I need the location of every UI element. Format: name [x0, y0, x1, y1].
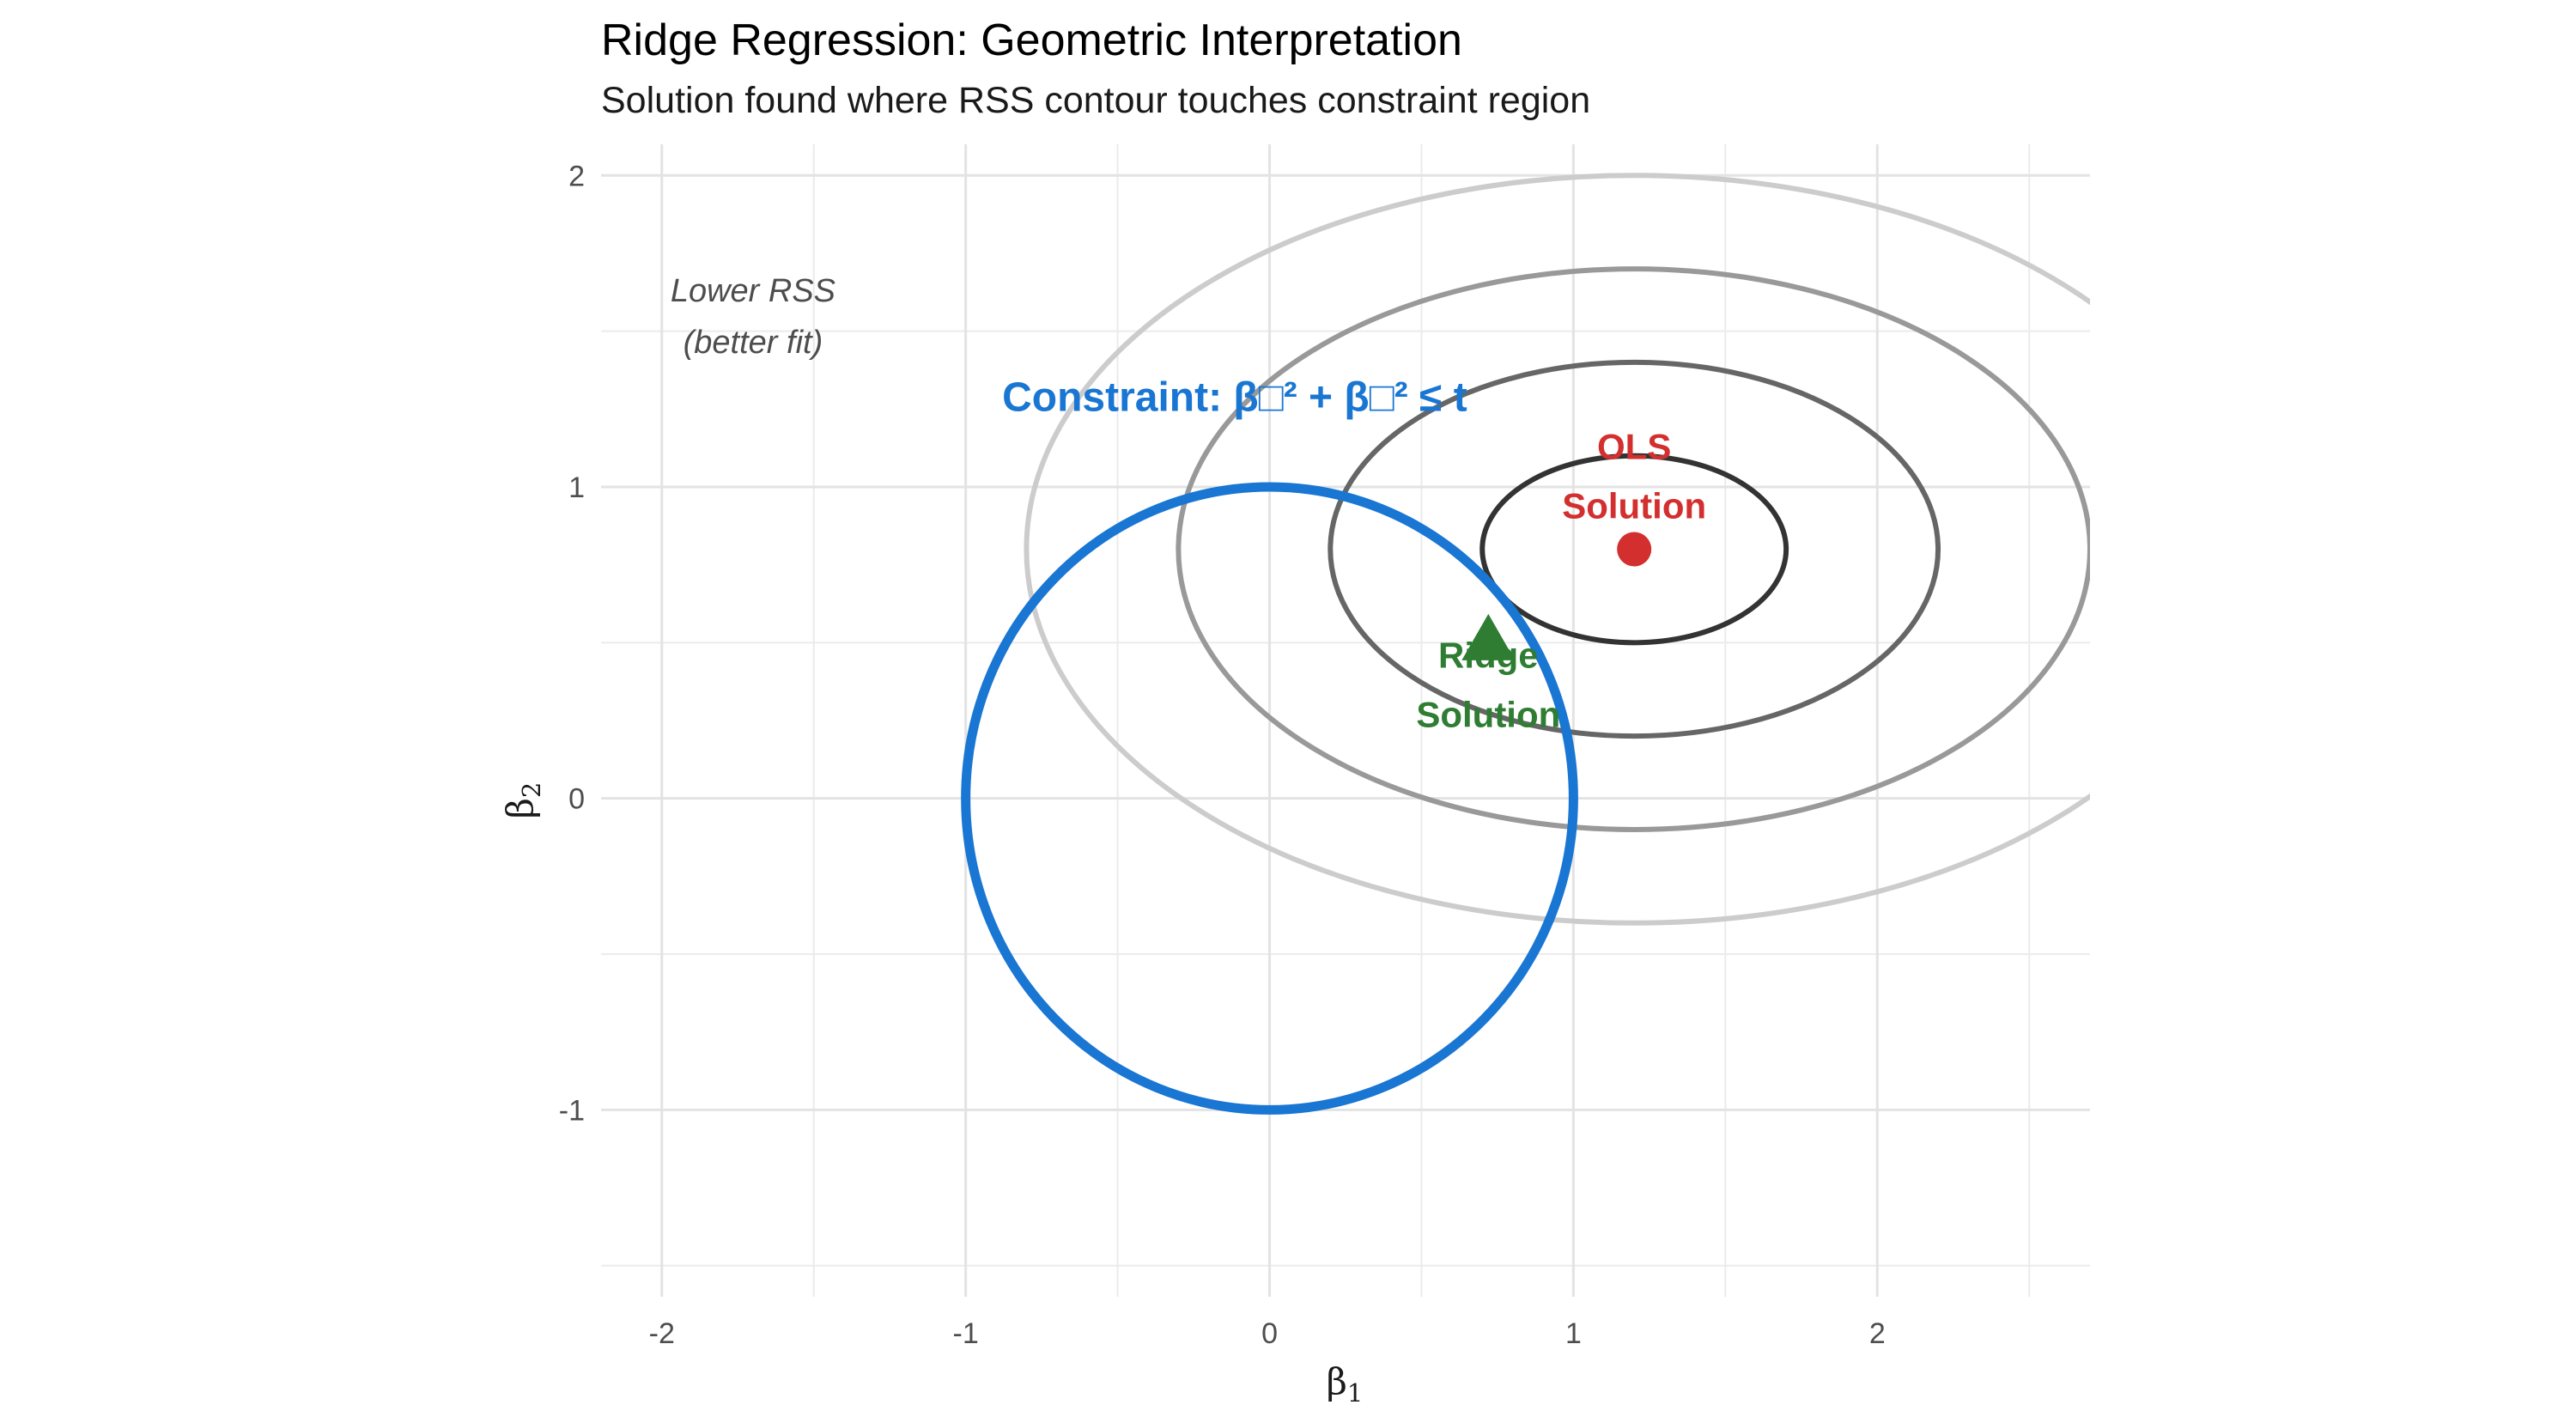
rss-contour-2 — [1327, 359, 1941, 739]
rss-contour-4 — [1024, 173, 2090, 926]
lower-rss-line-1: Lower RSS — [671, 273, 835, 309]
plot-grid — [601, 144, 2090, 1297]
ridge-solution-point — [1461, 613, 1516, 660]
constraint-circle — [961, 482, 1578, 1115]
rss-contour-3 — [1176, 266, 2090, 832]
ols-label-line-1: OLS — [1597, 426, 1671, 466]
x-axis-label: β1 — [1327, 1360, 1364, 1408]
constraint-region — [961, 482, 1578, 1115]
y-axis-label-subscript: 2 — [517, 782, 546, 798]
y-tick-label: 2 — [568, 160, 585, 192]
constraint-label-annotation: Constraint: β□² + β□² ≤ t — [1002, 375, 1467, 421]
ols-label-line-2: Solution — [1562, 485, 1706, 526]
chart-subtitle: Solution found where RSS contour touches… — [601, 80, 1590, 121]
x-axis-ticks: -2 -1 0 1 2 — [649, 1317, 1886, 1350]
ridge-label-line-1: Ridge — [1438, 635, 1539, 675]
x-tick-label: -2 — [649, 1317, 675, 1350]
ols-label-annotation: OLS Solution — [1562, 426, 1706, 526]
y-axis-ticks: -1 0 1 2 — [559, 160, 585, 1127]
x-axis-label-subscript: 1 — [1347, 1378, 1363, 1408]
x-tick-label: 0 — [1261, 1317, 1278, 1350]
lower-rss-annotation: Lower RSS (better fit) — [671, 273, 835, 361]
rss-contours — [1024, 173, 2090, 926]
annotations: Lower RSS (better fit) Constraint: β□² + β… — [671, 273, 1706, 735]
x-tick-label: 2 — [1869, 1317, 1886, 1350]
y-tick-label: 1 — [568, 471, 585, 504]
constraint-label-line-1: Constraint: β□² + β□² ≤ t — [1002, 375, 1467, 421]
y-tick-label: 0 — [568, 783, 585, 816]
x-tick-label: 1 — [1565, 1317, 1582, 1350]
y-axis-label: β2 — [499, 782, 546, 819]
ridge-label-annotation: Ridge Solution — [1416, 635, 1560, 734]
x-tick-label: -1 — [953, 1317, 979, 1350]
ridge-label-line-2: Solution — [1416, 694, 1560, 734]
y-tick-label: -1 — [559, 1094, 585, 1127]
lower-rss-line-2: (better fit) — [683, 325, 823, 361]
rss-contour-1 — [1479, 453, 1789, 646]
ols-solution-point — [1617, 532, 1652, 567]
solution-points — [1461, 532, 1652, 660]
chart-title: Ridge Regression: Geometric Interpretati… — [601, 15, 1462, 65]
